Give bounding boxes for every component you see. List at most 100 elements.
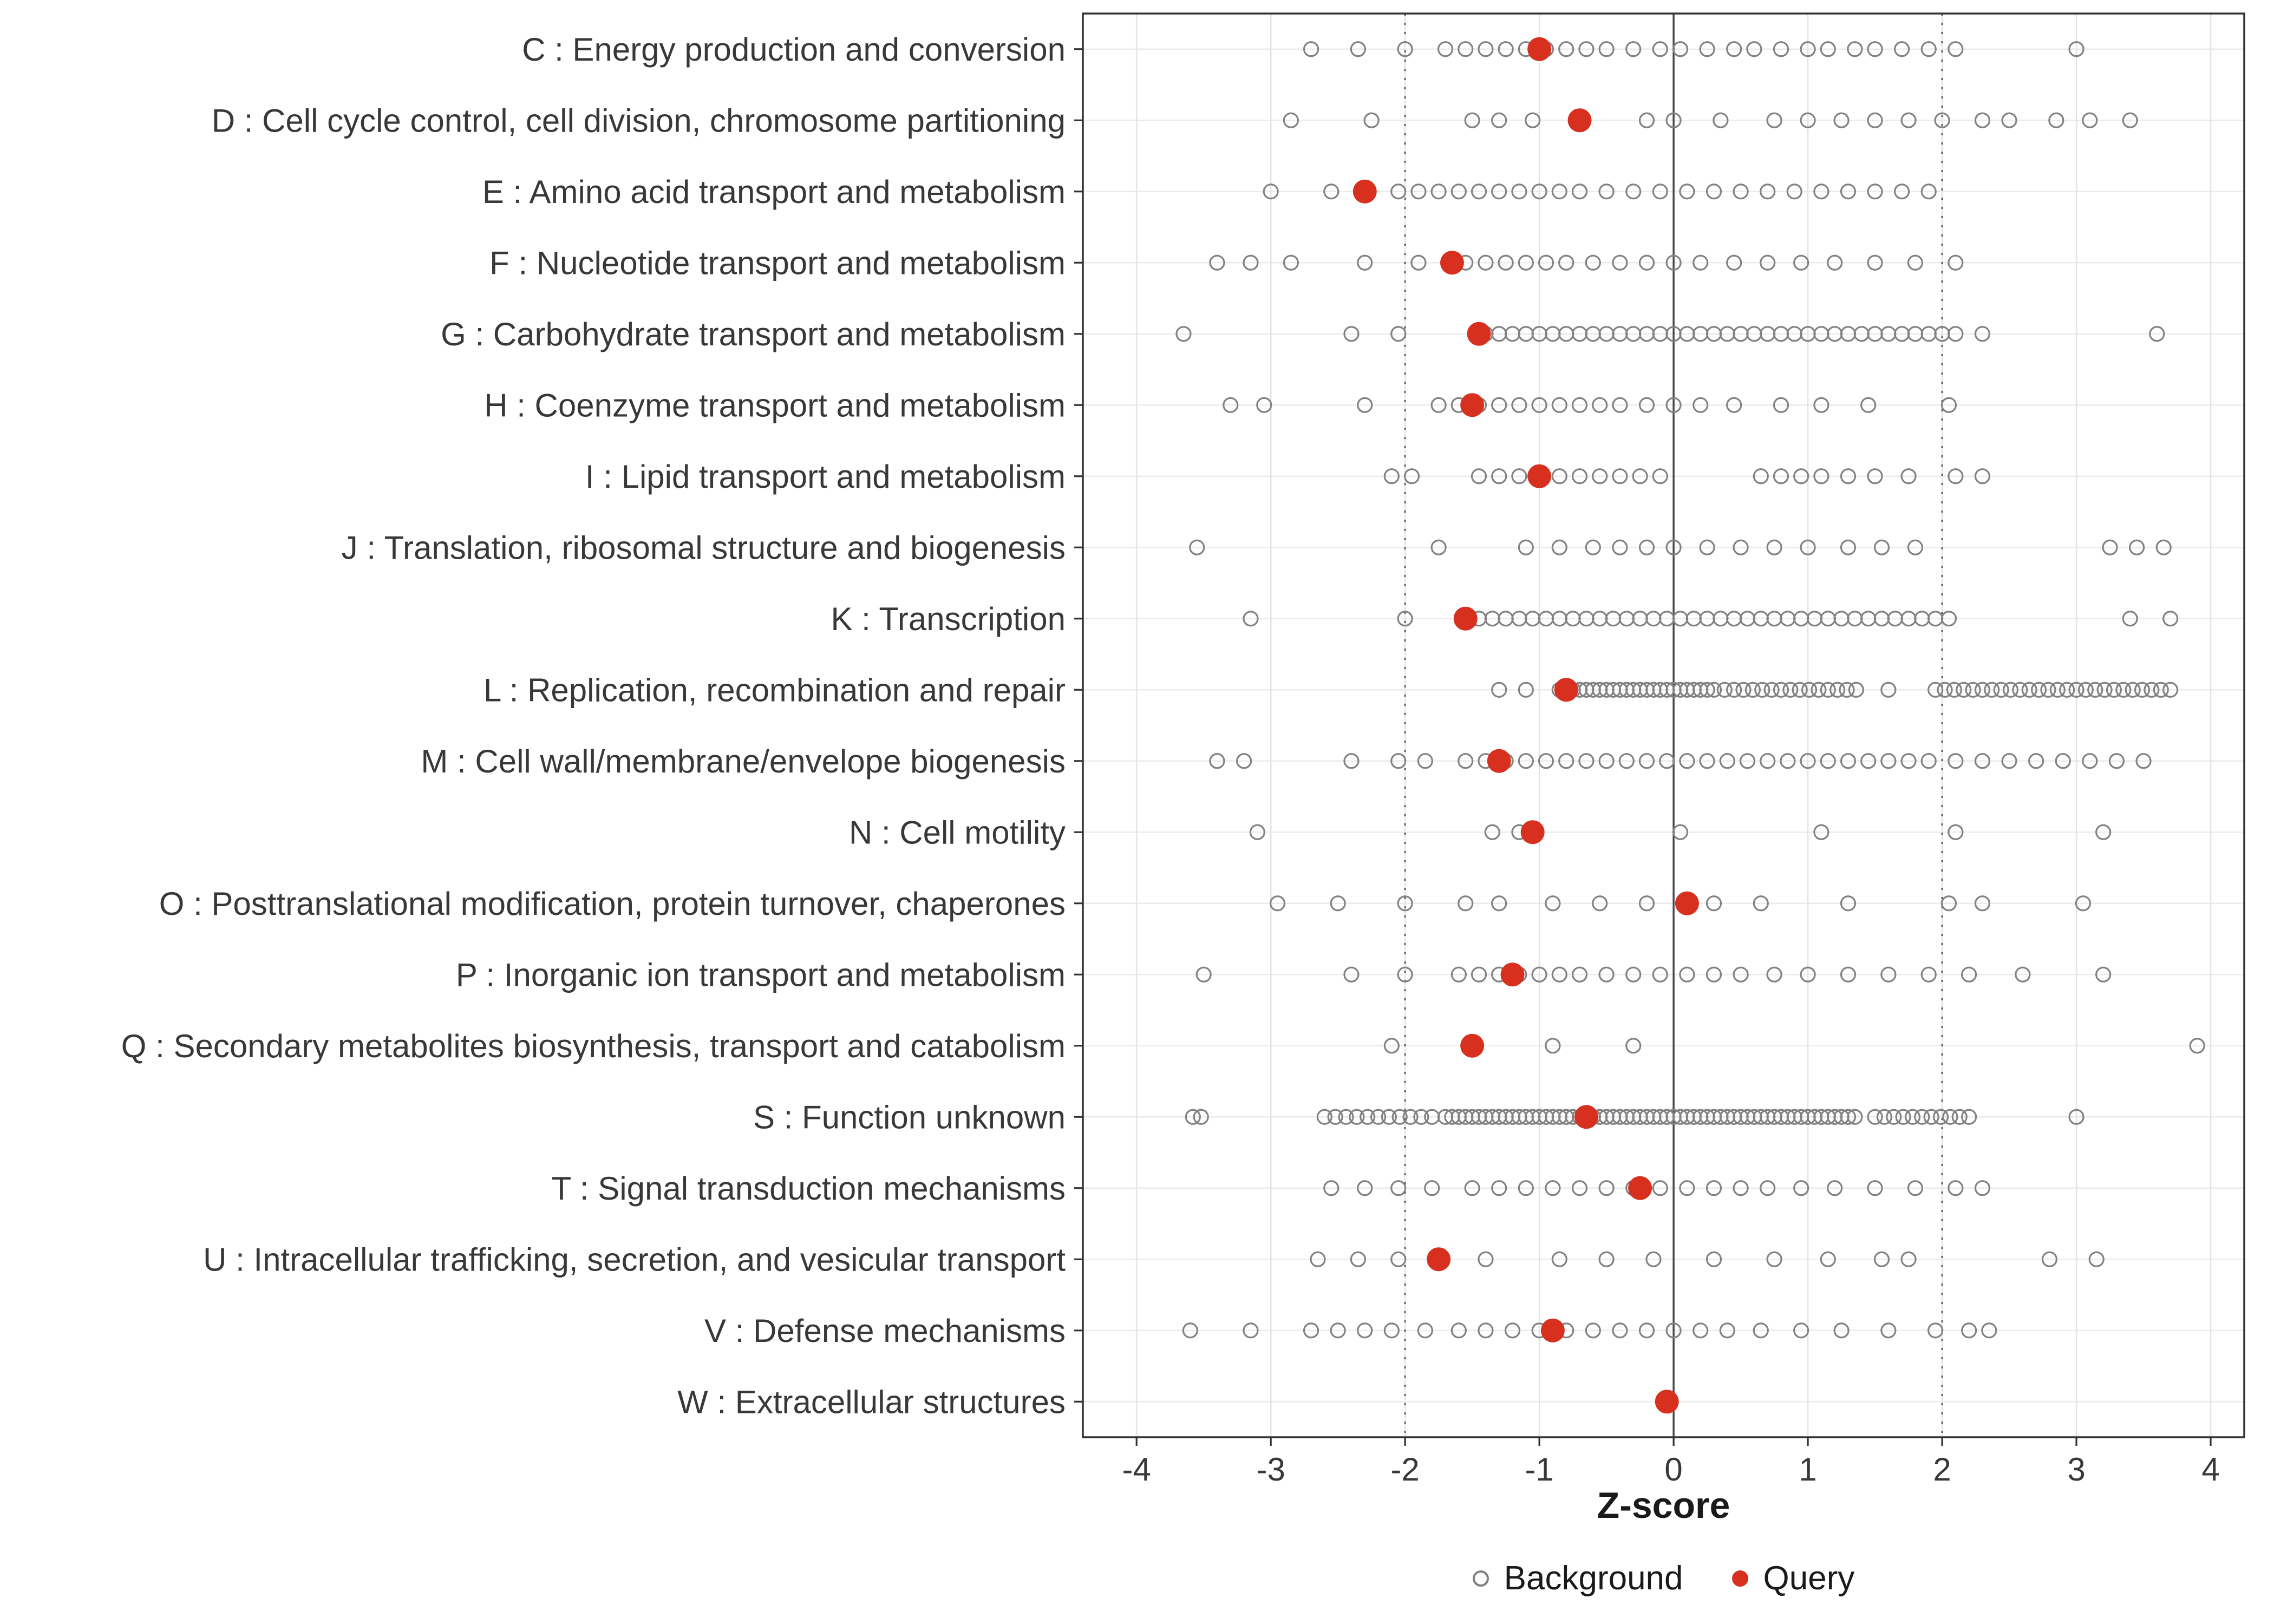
background-point: [1383, 1038, 1400, 1054]
background-point: [1923, 1109, 1939, 1125]
background-point: [1397, 611, 1413, 627]
background-point: [1303, 1322, 1319, 1339]
query-point: [1527, 464, 1552, 488]
background-point: [1665, 112, 1682, 128]
query-point: [1460, 1033, 1485, 1058]
background-point: [1693, 254, 1709, 271]
background-point: [1638, 539, 1655, 555]
x-tick-label: -3: [1256, 1451, 1285, 1488]
background-point: [1961, 1109, 1977, 1125]
query-point: [1520, 820, 1545, 844]
background-point: [2149, 326, 2165, 342]
background-point: [1766, 966, 1782, 983]
background-point: [1932, 1109, 1949, 1125]
background-point: [1867, 254, 1883, 271]
background-point: [1829, 682, 1846, 698]
background-point: [1638, 753, 1655, 769]
background-point: [1946, 682, 1962, 698]
background-point: [1357, 397, 1373, 413]
background-point: [1491, 895, 1507, 912]
background-point: [1753, 1322, 1769, 1339]
background-point: [1659, 753, 1675, 769]
background-point: [1571, 397, 1588, 413]
background-point: [1782, 682, 1799, 698]
background-point: [1491, 112, 1507, 128]
background-point: [1981, 1322, 1997, 1339]
background-point: [1638, 254, 1655, 271]
legend-label-query: Query: [1763, 1560, 1855, 1597]
background-point: [1820, 682, 1836, 698]
background-point: [1195, 966, 1212, 983]
background-point: [1209, 753, 1225, 769]
background-point: [1558, 254, 1574, 271]
background-point: [1625, 966, 1642, 983]
background-point: [1940, 895, 1957, 912]
background-point: [1592, 895, 1608, 912]
background-point: [2082, 112, 2098, 128]
background-point: [1652, 41, 1668, 57]
background-point: [1679, 1180, 1695, 1196]
background-point: [1551, 468, 1567, 484]
background-point: [1598, 753, 1615, 769]
background-point: [1413, 1109, 1429, 1125]
background-point: [1323, 1180, 1339, 1196]
background-point: [1390, 184, 1407, 200]
background-point: [1840, 184, 1857, 200]
background-point: [2059, 682, 2075, 698]
background-point: [1907, 539, 1924, 555]
background-point: [1303, 41, 1319, 57]
background-point: [1760, 753, 1776, 769]
background-point: [1940, 397, 1957, 413]
background-point: [1349, 1109, 1365, 1125]
background-point: [2088, 1251, 2105, 1267]
background-point: [1410, 254, 1427, 271]
background-point: [2040, 682, 2056, 698]
query-point: [1554, 678, 1578, 702]
y-axis-label: C : Energy production and conversion: [522, 31, 1066, 68]
background-point: [1974, 468, 1991, 484]
background-point: [1840, 539, 1857, 555]
background-point: [1383, 468, 1400, 484]
background-point: [1733, 184, 1749, 200]
background-point: [1612, 1322, 1628, 1339]
background-point: [1383, 1322, 1400, 1339]
background-point: [2055, 753, 2071, 769]
y-axis-label: F : Nucleotide transport and metabolism: [489, 245, 1066, 281]
background-point: [1706, 895, 1722, 912]
query-point: [1574, 1105, 1598, 1129]
background-point: [1773, 397, 1789, 413]
background-point: [1840, 966, 1857, 983]
background-point: [2012, 682, 2028, 698]
background-point: [2075, 895, 2092, 912]
background-point: [1518, 539, 1534, 555]
background-point: [2049, 682, 2066, 698]
background-point: [1699, 753, 1715, 769]
query-point: [1500, 962, 1525, 987]
background-point: [1632, 468, 1648, 484]
background-point: [1942, 1109, 1958, 1125]
background-point: [1390, 1180, 1407, 1196]
background-point: [1813, 468, 1829, 484]
background-point: [1343, 326, 1360, 342]
background-point: [1551, 184, 1567, 200]
background-point: [1847, 1109, 1863, 1125]
background-point: [1920, 966, 1937, 983]
background-point: [1699, 41, 1715, 57]
background-point: [1974, 112, 1991, 128]
background-point: [1800, 966, 1816, 983]
query-point: [1487, 749, 1511, 773]
background-point: [1571, 468, 1588, 484]
y-axis-label: T : Signal transduction mechanisms: [552, 1170, 1066, 1207]
background-point: [1753, 468, 1769, 484]
background-point: [1391, 1109, 1408, 1125]
background-point: [2189, 1038, 2205, 1054]
background-point: [1458, 895, 1474, 912]
background-point: [1403, 468, 1420, 484]
background-point: [1733, 966, 1749, 983]
background-point: [1907, 254, 1924, 271]
background-point: [1800, 539, 1816, 555]
background-point: [1904, 1109, 1921, 1125]
background-point: [1390, 326, 1407, 342]
query-point: [1567, 108, 1592, 133]
background-point: [1551, 539, 1567, 555]
